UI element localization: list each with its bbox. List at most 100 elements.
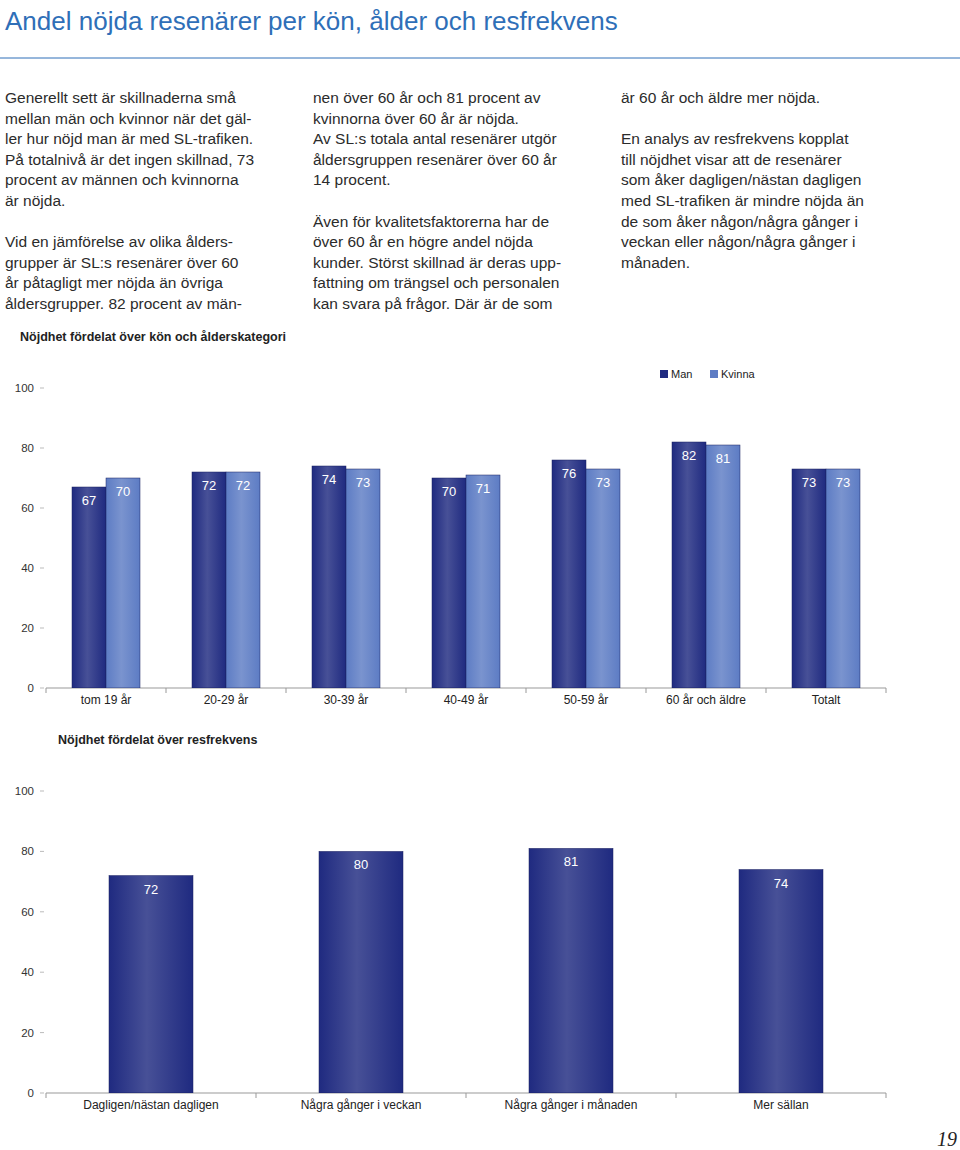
x-tick-label: tom 19 år <box>81 693 132 707</box>
data-label: 73 <box>356 475 370 490</box>
page-title: Andel nöjda resenärer per kön, ålder och… <box>5 6 618 36</box>
body-text: nen över 60 år och 81 procent av <box>313 89 541 106</box>
y-tick <box>40 1032 44 1033</box>
x-tick-label: Totalt <box>812 693 841 707</box>
y-tick <box>40 1093 44 1094</box>
x-separator <box>526 688 527 693</box>
body-text: procent av männen och kvinnorna <box>5 171 239 188</box>
body-text: Vid en jämförelse av olika ålders- <box>5 233 233 250</box>
bar <box>552 460 586 688</box>
body-text: Även för kvalitetsfaktorerna har de <box>313 213 549 230</box>
y-tick-label: 40 <box>21 562 34 574</box>
body-text: mellan män och kvinnor när det gäl- <box>5 110 251 127</box>
y-tick <box>40 388 44 389</box>
body-text: En analys av resfrekvens kopplat <box>621 130 849 147</box>
x-separator <box>766 688 767 693</box>
data-label: 72 <box>202 478 216 493</box>
y-tick-label: 80 <box>21 845 34 857</box>
bar <box>109 876 193 1093</box>
body-text: kvinnorna över 60 år är nöjda. <box>313 110 519 127</box>
x-tick-label: 60 år och äldre <box>666 693 746 707</box>
body-text: som åker dagligen/nästan dagligen <box>621 171 861 188</box>
body-text: åldersgruppen resenärer över 60 år <box>313 151 557 168</box>
y-tick <box>40 508 44 509</box>
data-label: 73 <box>802 475 816 490</box>
data-label: 76 <box>562 466 576 481</box>
x-tick-label: Dagligen/nästan dagligen <box>83 1098 218 1112</box>
data-label: 67 <box>82 493 96 508</box>
x-separator <box>406 688 407 693</box>
bar <box>529 848 613 1093</box>
data-labels: 6772747076827370727371738173 <box>82 448 850 508</box>
data-label: 82 <box>682 448 696 463</box>
x-tick-label: 30-39 år <box>324 693 369 707</box>
x-separator <box>166 688 167 693</box>
body-text: fattning om trängsel och personalen <box>313 274 559 291</box>
chart: Nöjdhet fördelat över resfrekvens 0 20 40 60… <box>15 733 886 1112</box>
body-text: är nöjda. <box>5 192 65 209</box>
data-label: 81 <box>716 451 730 466</box>
y-tick-label: 0 <box>28 682 34 694</box>
bar <box>346 469 380 688</box>
body-text: kan svara på frågor. Där är de som <box>313 295 553 312</box>
body-text: 14 procent. <box>313 171 391 188</box>
body-text: de som åker någon/några gånger i <box>621 213 858 230</box>
y-tick-label: 0 <box>28 1087 34 1099</box>
y-tick-label: 60 <box>21 906 34 918</box>
y-tick-label: 80 <box>21 442 34 454</box>
y-tick-label: 60 <box>21 502 34 514</box>
data-label: 74 <box>322 472 336 487</box>
x-separator <box>46 688 47 693</box>
y-tick-label: 20 <box>21 1027 34 1039</box>
bar <box>586 469 620 688</box>
chart: Nöjdhet fördelat över kön och ålderskate… <box>15 330 886 707</box>
bar <box>192 472 226 688</box>
bar <box>72 487 106 688</box>
body-text: Generellt sett är skillnaderna små <box>5 89 236 106</box>
legend-label: Man <box>671 368 692 380</box>
data-label: 73 <box>836 475 850 490</box>
y-tick <box>40 972 44 973</box>
data-label: 81 <box>564 854 578 869</box>
body-text: kunder. Störst skillnad är deras upp- <box>313 254 561 271</box>
data-label: 70 <box>442 484 456 499</box>
x-separator <box>466 1093 467 1098</box>
y-tick <box>40 688 44 689</box>
y-tick <box>40 911 44 912</box>
body-text: är 60 år och äldre mer nöjda. <box>621 89 820 106</box>
body-text: ler hur nöjd man är med SL-trafiken. <box>5 130 253 147</box>
x-separator <box>46 1093 47 1098</box>
x-separator <box>886 1093 887 1098</box>
y-tick <box>40 628 44 629</box>
bar <box>739 870 823 1093</box>
data-labels: 72808174 <box>144 854 788 896</box>
data-label: 72 <box>144 882 158 897</box>
x-separator <box>646 688 647 693</box>
y-tick <box>40 851 44 852</box>
bar <box>672 442 706 688</box>
y-tick-label: 40 <box>21 966 34 978</box>
body-text: över 60 år en högre andel nöjda <box>313 233 533 250</box>
y-tick <box>40 568 44 569</box>
x-separator <box>886 688 887 693</box>
body-text: På totalnivå är det ingen skillnad, 73 <box>5 151 254 168</box>
y-tick-label: 20 <box>21 622 34 634</box>
title-rule <box>0 58 960 59</box>
chart-title: Nöjdhet fördelat över resfrekvens <box>58 733 257 747</box>
legend-label: Kvinna <box>721 368 756 380</box>
data-label: 80 <box>354 857 368 872</box>
body-text: grupper är SL:s resenärer över 60 <box>5 254 239 271</box>
bar <box>312 466 346 688</box>
plot-area <box>109 848 823 1093</box>
body-text: med SL-trafiken är mindre nöjda än <box>621 192 864 209</box>
bar <box>432 478 466 688</box>
bar <box>466 475 500 688</box>
y-tick-label: 100 <box>15 785 34 797</box>
x-separator <box>286 688 287 693</box>
bar <box>226 472 260 688</box>
x-tick-label: 40-49 år <box>444 693 489 707</box>
x-tick-label: 20-29 år <box>204 693 249 707</box>
legend-swatch <box>660 370 668 378</box>
chart-title: Nöjdhet fördelat över kön och ålderskate… <box>20 330 286 344</box>
data-label: 72 <box>236 478 250 493</box>
